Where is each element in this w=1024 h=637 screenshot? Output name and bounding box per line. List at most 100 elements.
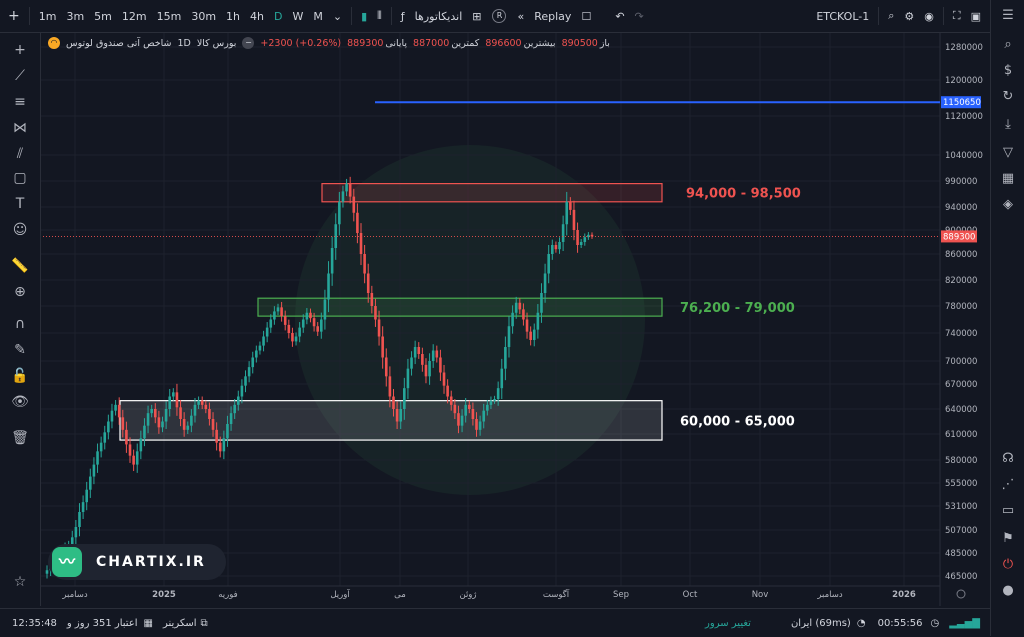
headset-icon[interactable]: ☊ — [1002, 451, 1014, 466]
candle — [338, 201, 341, 225]
bar-type-icon[interactable]: ⫴ — [377, 9, 382, 22]
card-icon[interactable]: ▭ — [1001, 503, 1015, 518]
candle — [399, 409, 403, 422]
crosshair-icon[interactable]: + — [14, 42, 26, 58]
trash-icon[interactable]: 🗑 — [11, 430, 29, 446]
trend-line-icon[interactable]: ⟋ — [15, 68, 25, 84]
interval-1m[interactable]: 1m — [38, 9, 57, 23]
legend-low-value: 887000 — [413, 37, 450, 49]
legend-collapse-icon[interactable]: ◠ — [48, 37, 60, 49]
zone-box[interactable] — [321, 183, 663, 203]
dollar-icon[interactable]: $ — [1003, 63, 1013, 78]
add-symbol-button[interactable]: + — [8, 8, 20, 24]
undo-icon[interactable]: ↶ — [615, 9, 625, 23]
interval-5m[interactable]: 5m — [94, 9, 112, 23]
layout-grid-icon[interactable]: ⊞ — [472, 9, 482, 23]
candle — [518, 302, 522, 310]
fib-icon[interactable]: ≡ — [14, 94, 26, 110]
candle — [359, 233, 363, 254]
legend-symbol-name[interactable]: شاخص آتی صندوق لوتوس — [66, 37, 172, 49]
candle — [110, 410, 114, 422]
candle — [565, 201, 569, 225]
chevron-down-icon[interactable]: ⌄ — [332, 9, 343, 23]
candle — [175, 392, 179, 408]
candle — [352, 196, 356, 213]
avatar[interactable]: ● — [1002, 583, 1014, 598]
last-price-tag — [941, 230, 977, 243]
x-tick-label: Oct — [683, 590, 698, 600]
candle — [363, 254, 366, 274]
candle — [262, 336, 265, 346]
candle — [457, 413, 460, 426]
redo-icon[interactable]: ↷ — [634, 9, 644, 23]
replay-button[interactable]: Replay — [534, 9, 572, 23]
y-tick-label: 990000 — [945, 177, 977, 187]
screener-icon[interactable]: ⧉ — [200, 617, 208, 629]
candle — [229, 413, 233, 424]
interval-3m[interactable]: 3m — [66, 9, 85, 23]
camera-icon[interactable]: ◉ — [924, 9, 934, 23]
y-tick-label: 555000 — [945, 479, 977, 489]
share-icon[interactable]: ⋰ — [1001, 477, 1015, 492]
server-change-button[interactable]: تغییر سرور — [705, 617, 751, 629]
indicators-icon[interactable]: ƒ — [400, 9, 405, 23]
interval-30m[interactable]: 30m — [191, 9, 217, 23]
candle — [536, 312, 540, 330]
magnet-icon[interactable]: ∩ — [14, 316, 26, 332]
power-icon[interactable]: ⏻ — [1002, 557, 1014, 572]
interval-M[interactable]: M — [313, 9, 323, 23]
candle — [157, 417, 161, 428]
interval-D[interactable]: D — [274, 9, 283, 23]
chart-legend: ◠ شاخص آتی صندوق لوتوس 1D بورس کالا − +2… — [48, 37, 610, 49]
text-icon[interactable]: T — [15, 196, 25, 212]
layers-icon[interactable]: ◈ — [1003, 197, 1013, 212]
lock-drawing-icon[interactable]: ✎ — [14, 342, 26, 358]
y-tick-label: 860000 — [945, 250, 977, 260]
search-icon[interactable]: ⌕ — [1004, 37, 1012, 52]
legend-change: +2300 (+0.26%) — [260, 37, 342, 49]
candle — [247, 367, 251, 377]
download-icon[interactable]: ⤓ — [1005, 117, 1011, 132]
r-button[interactable]: R — [492, 9, 507, 23]
interval-15m[interactable]: 15m — [156, 9, 182, 23]
interval-1h[interactable]: 1h — [226, 9, 241, 23]
replay-icon[interactable]: ↻ — [1002, 89, 1014, 104]
candle-type-icon[interactable]: ▮ — [361, 9, 368, 23]
eye-icon[interactable]: 👁 — [11, 394, 29, 410]
calendar-icon[interactable]: ▦ — [1001, 171, 1015, 186]
symbol-search[interactable]: ETCKOL-1 — [816, 9, 870, 23]
axis-settings-icon[interactable] — [956, 589, 966, 599]
y-tick-label: 580000 — [945, 456, 977, 466]
zone-box[interactable] — [257, 297, 663, 317]
zoom-icon[interactable]: ⊕ — [14, 284, 26, 300]
zone-box[interactable] — [119, 400, 663, 441]
pattern-icon[interactable]: ⋈ — [13, 120, 27, 136]
filter-icon[interactable]: ▽ — [1003, 145, 1013, 160]
replay-icon[interactable]: « — [517, 9, 525, 23]
emoji-icon[interactable]: ☺ — [12, 222, 28, 238]
screener-button[interactable]: اسکرینر — [163, 617, 197, 629]
interval-4h[interactable]: 4h — [250, 9, 265, 23]
fullscreen-icon[interactable]: ⛶ — [952, 9, 961, 22]
quick-search-icon[interactable]: ⌕ — [888, 9, 895, 22]
candle — [323, 299, 327, 320]
interval-W[interactable]: W — [292, 9, 304, 23]
menu-icon[interactable]: ☰ — [1002, 8, 1014, 23]
flag-icon[interactable]: ⚑ — [1002, 531, 1014, 546]
candle — [475, 419, 478, 430]
channel-icon[interactable]: ⫽ — [16, 146, 24, 162]
indicators-button[interactable]: اندیکاتورها — [414, 9, 463, 23]
interval-12m[interactable]: 12m — [121, 9, 147, 23]
rectangle-icon[interactable]: ▢ — [13, 170, 27, 186]
settings-icon[interactable]: ⚙ — [904, 9, 915, 23]
candle — [348, 183, 352, 197]
square-icon[interactable]: ☐ — [581, 9, 592, 23]
calendar-icon[interactable]: ▦ — [143, 617, 153, 629]
y-tick-label: 640000 — [945, 405, 977, 415]
candle — [309, 312, 312, 319]
favorite-star-icon[interactable]: ☆ — [13, 574, 27, 590]
snapshot-icon[interactable]: ▣ — [970, 9, 981, 23]
lock-icon[interactable]: 🔓 — [11, 368, 29, 384]
ruler-icon[interactable]: 📏 — [11, 258, 29, 274]
